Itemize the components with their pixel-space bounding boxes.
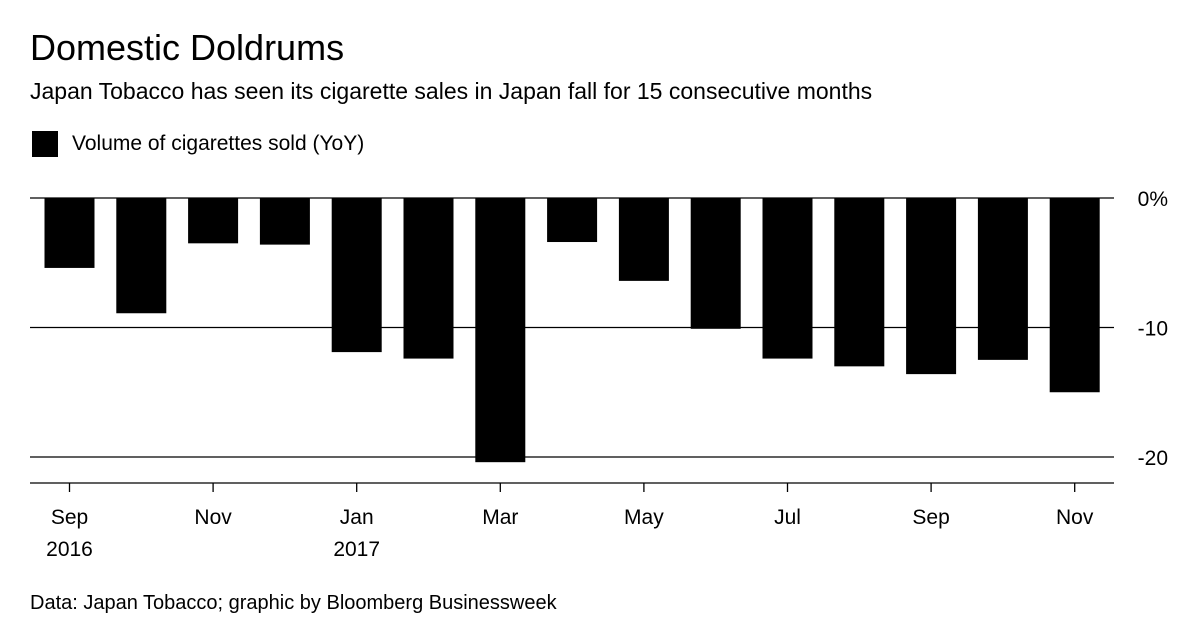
legend-swatch — [32, 131, 58, 157]
x-tick-label: Nov — [194, 506, 232, 529]
x-tick-label: Jul — [774, 506, 801, 529]
x-axis: Sep 2016 Nov Jan 2017 Mar May Jul Sep Nov — [30, 482, 1114, 561]
y-axis-labels: 0% -10 -20 — [1138, 188, 1168, 470]
x-tick-label: Sep — [912, 506, 949, 529]
legend-label: Volume of cigarettes sold (YoY) — [72, 132, 365, 155]
y-tick-label: -10 — [1138, 318, 1168, 341]
bar — [977, 198, 1028, 360]
bar — [475, 198, 526, 463]
chart-subtitle: Japan Tobacco has seen its cigarette sal… — [30, 78, 873, 104]
source-note: Data: Japan Tobacco; graphic by Bloomber… — [30, 592, 557, 614]
bar — [44, 198, 95, 268]
bars — [44, 198, 1100, 463]
bar — [547, 198, 598, 243]
y-tick-label: -20 — [1138, 447, 1168, 470]
x-tick-label: May — [624, 506, 664, 529]
bar — [403, 198, 454, 359]
bar — [618, 198, 669, 281]
bar — [690, 198, 741, 329]
bar — [906, 198, 957, 375]
bar — [188, 198, 239, 244]
bar — [331, 198, 382, 353]
x-tick-year-label: 2016 — [46, 538, 93, 561]
y-tick-label: 0% — [1138, 188, 1168, 211]
x-tick-label: Mar — [482, 506, 518, 529]
bar — [259, 198, 310, 245]
x-tick-label: Nov — [1056, 506, 1094, 529]
x-tick-label: Sep — [51, 506, 88, 529]
bar — [834, 198, 885, 367]
chart-title: Domestic Doldrums — [30, 27, 345, 68]
bar-chart: Sep 2016 Nov Jan 2017 Mar May Jul Sep Nov 0% -10 -2… — [30, 188, 1168, 561]
legend: Volume of cigarettes sold (YoY) — [32, 130, 364, 158]
bar — [1049, 198, 1100, 393]
bar — [762, 198, 813, 359]
bar — [116, 198, 167, 314]
x-tick-year-label: 2017 — [333, 538, 380, 561]
x-tick-label: Jan — [340, 506, 374, 529]
